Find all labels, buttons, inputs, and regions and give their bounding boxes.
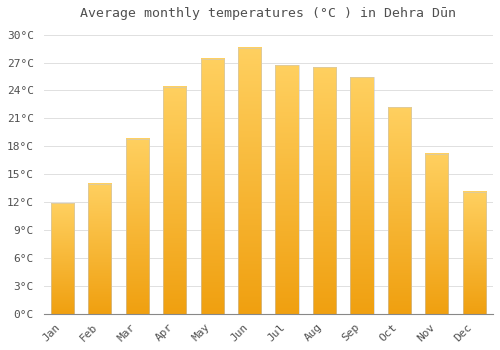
Bar xyxy=(313,67,336,314)
Bar xyxy=(238,48,261,314)
Bar xyxy=(126,139,149,314)
Bar xyxy=(350,77,374,314)
Bar xyxy=(462,192,486,314)
Bar xyxy=(51,203,74,314)
Title: Average monthly temperatures (°C ) in Dehra Dūn: Average monthly temperatures (°C ) in De… xyxy=(80,7,456,20)
Bar xyxy=(163,87,186,314)
Bar xyxy=(276,65,298,314)
Bar xyxy=(200,59,224,314)
Bar xyxy=(426,154,448,314)
Bar xyxy=(88,184,112,314)
Bar xyxy=(388,107,411,314)
